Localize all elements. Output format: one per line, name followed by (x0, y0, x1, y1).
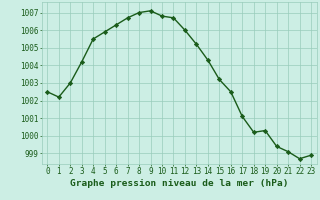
X-axis label: Graphe pression niveau de la mer (hPa): Graphe pression niveau de la mer (hPa) (70, 179, 288, 188)
